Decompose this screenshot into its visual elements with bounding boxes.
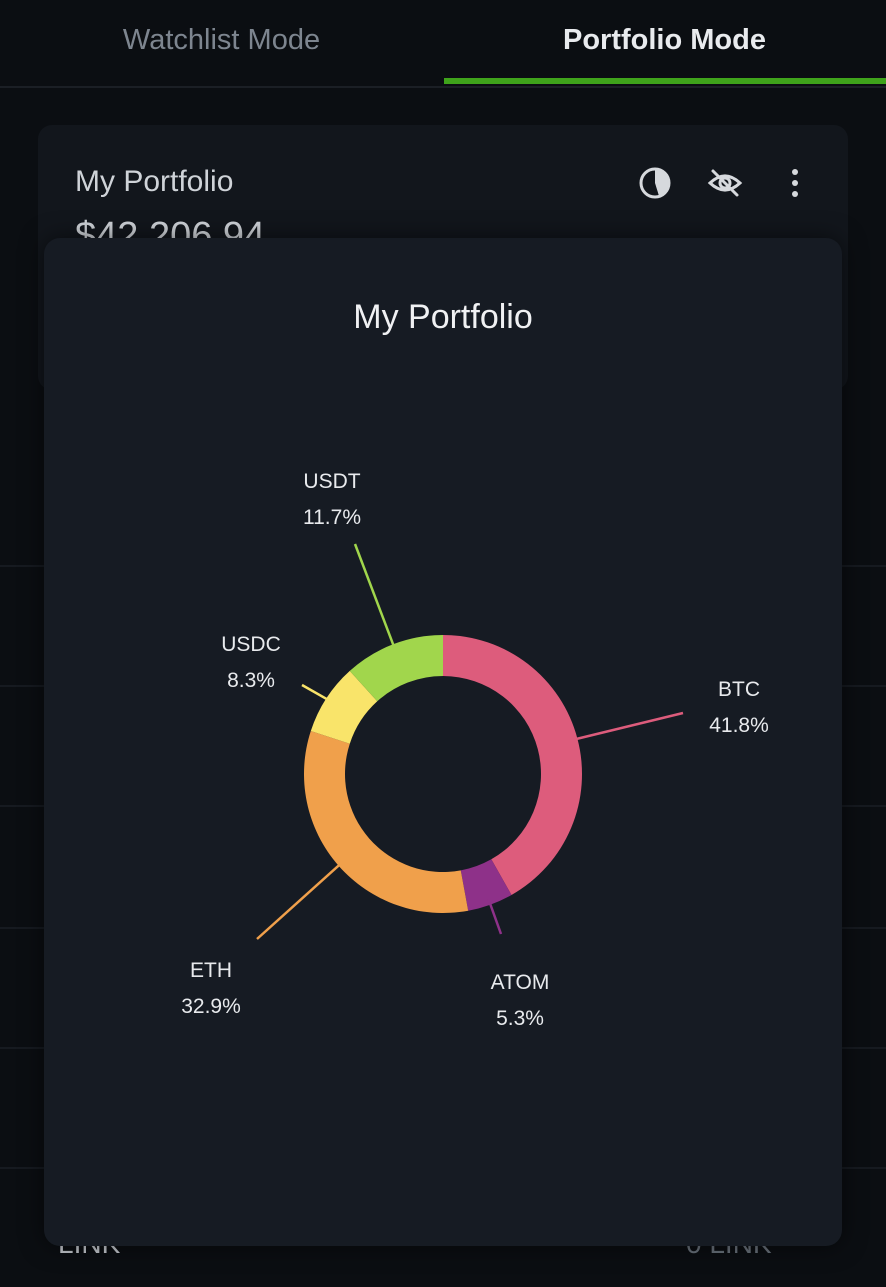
tab-watchlist-mode[interactable]: Watchlist Mode <box>122 23 321 56</box>
slice-label-usdc: USDC <box>221 633 281 656</box>
slice-label-btc: BTC <box>718 678 760 701</box>
leader-line-atom <box>487 898 503 935</box>
slice-percent-btc: 41.8% <box>709 714 769 737</box>
slice-percent-usdc: 8.3% <box>227 669 275 692</box>
donut-slice-btc[interactable] <box>443 635 583 895</box>
portfolio-card-title: My Portfolio <box>75 165 234 198</box>
mode-tabs: Watchlist Mode Portfolio Mode <box>0 0 886 88</box>
pie-chart-icon[interactable] <box>635 163 675 203</box>
active-tab-indicator <box>444 78 886 84</box>
slice-label-eth: ETH <box>190 959 232 982</box>
leader-line-btc <box>571 711 684 742</box>
donut-slice-atom[interactable] <box>460 859 512 911</box>
donut-slice-usdt[interactable] <box>349 635 443 702</box>
slice-percent-usdt: 11.7% <box>303 506 361 529</box>
portfolio-donut-chart: BTC 41.8% ATOM 5.3% ETH 32.9% USDC 8.3% USDT 11.7… <box>181 470 769 1030</box>
dialog-title: My Portfolio <box>353 298 533 336</box>
tab-portfolio-mode[interactable]: Portfolio Mode <box>563 23 766 56</box>
donut-slice-usdc[interactable] <box>310 670 378 744</box>
donut-slice-eth[interactable] <box>304 731 469 913</box>
eye-off-icon[interactable] <box>705 163 745 203</box>
portfolio-chart-dialog: My Portfolio BTC 41.8% ATOM 5.3% ETH 32.9% USD… <box>44 238 842 1246</box>
slice-percent-eth: 32.9% <box>181 995 241 1018</box>
slice-label-usdt: USDT <box>303 470 360 493</box>
more-vert-icon[interactable] <box>775 163 815 203</box>
leader-line-eth <box>256 860 344 940</box>
leader-line-usdc <box>301 683 332 703</box>
slice-percent-atom: 5.3% <box>496 1007 544 1030</box>
slice-label-atom: ATOM <box>491 971 550 994</box>
leader-line-usdt <box>353 543 397 651</box>
